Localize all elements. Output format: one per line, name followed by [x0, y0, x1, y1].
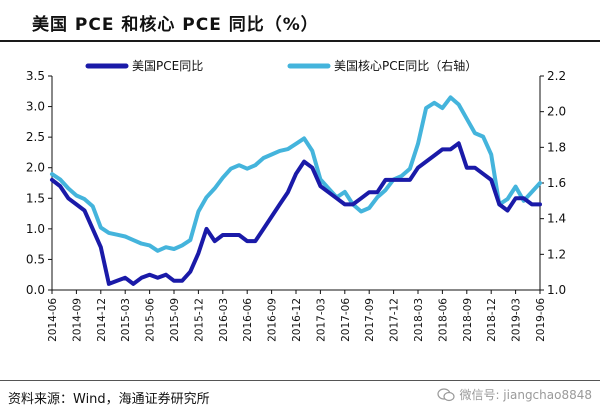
x-tick-label: 2016-09	[267, 298, 279, 342]
x-tick-label: 2019-06	[535, 298, 547, 342]
right-tick-label: 1.8	[547, 140, 566, 154]
footer-divider	[0, 380, 600, 381]
x-tick-label: 2018-12	[486, 298, 498, 342]
x-tick-label: 2017-12	[389, 298, 401, 342]
x-tick-label: 2017-06	[340, 298, 352, 342]
x-tick-label: 2018-06	[437, 298, 449, 342]
x-tick-label: 2016-03	[218, 298, 230, 342]
right-tick-label: 1.2	[547, 247, 566, 261]
series-layer	[50, 95, 542, 286]
chart-title: 美国 PCE 和核心 PCE 同比（%）	[32, 15, 319, 35]
left-tick-label: 0.5	[26, 252, 45, 266]
right-tick-label: 1.6	[547, 176, 566, 190]
x-tick-label: 2014-12	[96, 298, 108, 342]
x-tick-label: 2014-09	[71, 298, 83, 342]
left-tick-label: 0.0	[26, 283, 45, 297]
x-tick-label: 2017-09	[364, 298, 376, 342]
right-tick-label: 1.0	[547, 283, 566, 297]
legend-label-pce: 美国PCE同比	[132, 59, 203, 73]
right-tick-label: 2.0	[547, 105, 566, 119]
source-note: 资料来源：Wind，海通证券研究所	[8, 392, 210, 407]
x-tick-label: 2015-06	[145, 298, 157, 342]
x-tick-label: 2015-03	[120, 298, 132, 342]
x-tick-label: 2018-03	[413, 298, 425, 342]
left-tick-label: 3.0	[26, 100, 45, 114]
left-tick-label: 3.5	[26, 69, 45, 83]
series-line-pce	[50, 141, 542, 286]
x-tick-label: 2014-06	[47, 298, 59, 342]
x-tick-label: 2015-12	[193, 298, 205, 342]
left-tick-label: 2.5	[26, 130, 45, 144]
x-tick-label: 2019-03	[511, 298, 523, 342]
legend: 美国PCE同比 美国核心PCE同比（右轴）	[85, 58, 477, 73]
left-tick-label: 1.5	[26, 191, 45, 205]
title-divider	[0, 40, 600, 42]
axes-layer: 0.0 0.5 1.0 1.5 2.0 2.5 3.0 3.5 1.0 1.2 1.4 1.6 1.8 2…	[26, 69, 566, 342]
right-tick-label: 1.4	[547, 212, 566, 226]
wechat-icon	[437, 387, 456, 401]
x-tick-label: 2016-12	[291, 298, 303, 342]
line-chart: 0.0 0.5 1.0 1.5 2.0 2.5 3.0 3.5 1.0 1.2 1.4 1.6 1.8 2…	[26, 58, 566, 342]
x-tick-label: 2018-09	[462, 298, 474, 342]
x-tick-label: 2017-03	[315, 298, 327, 342]
left-tick-label: 1.0	[26, 222, 45, 236]
legend-label-core-pce: 美国核心PCE同比（右轴）	[334, 58, 477, 73]
left-tick-label: 2.0	[26, 161, 45, 175]
series-line-core-pce	[50, 95, 542, 253]
watermark: 微信号: jiangchao8848	[437, 386, 592, 403]
x-tick-label: 2015-09	[169, 298, 181, 342]
x-tick-label: 2016-06	[242, 298, 254, 342]
watermark-text: 微信号: jiangchao8848	[459, 388, 592, 402]
right-tick-label: 2.2	[547, 69, 566, 83]
